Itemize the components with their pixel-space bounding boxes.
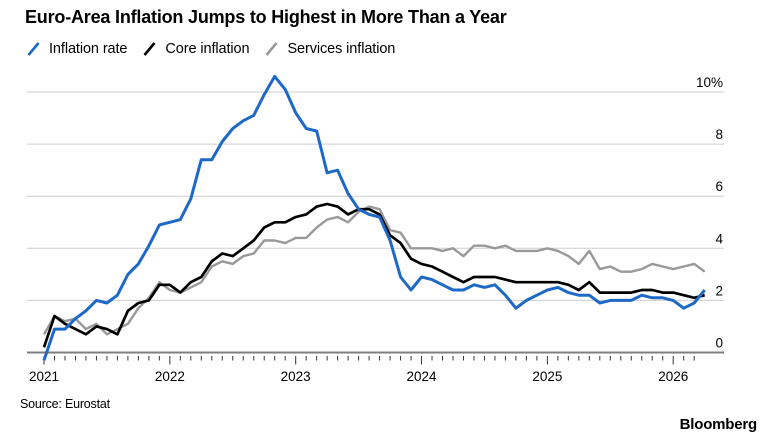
legend-label: Inflation rate	[49, 41, 128, 57]
x-axis-year-label: 2026	[658, 369, 688, 384]
y-axis-label: 0	[715, 336, 723, 351]
x-axis-year-label: 2022	[155, 369, 185, 384]
gridlines	[27, 91, 724, 354]
legend-label: Core inflation	[165, 41, 250, 57]
series-lines	[42, 74, 706, 361]
source-attribution: Source: Eurostat	[20, 397, 110, 411]
x-axis-year-label: 2021	[29, 369, 59, 384]
y-axis-label: 6	[715, 179, 723, 194]
x-axis-year-label: 2023	[281, 369, 311, 384]
legend-item-services-inflation: Services inflation	[265, 41, 395, 57]
chart-legend: Inflation rate Core inflation Services i…	[27, 41, 395, 57]
line-marker-icon	[143, 42, 156, 56]
y-axis-label: 8	[715, 127, 723, 142]
x-axis-labels: 2021 2022 2023 2024 2025 2026	[29, 369, 688, 384]
legend-item-core-inflation: Core inflation	[143, 41, 250, 57]
y-axis-label: 10%	[696, 75, 723, 90]
y-axis-label: 4	[715, 231, 723, 246]
bloomberg-logo: Bloomberg	[679, 416, 758, 433]
x-axis-ticks	[43, 356, 695, 365]
legend-item-inflation-rate: Inflation rate	[27, 41, 128, 57]
y-axis-label: 2	[715, 283, 723, 298]
line-marker-icon	[265, 42, 278, 56]
legend-label: Services inflation	[287, 41, 396, 57]
chart-title: Euro-Area Inflation Jumps to Highest in …	[25, 7, 507, 27]
series-line-inflation-rate	[42, 74, 706, 361]
series-line-core-inflation	[42, 202, 706, 348]
y-axis-labels: 0 2 4 6 8 10%	[696, 75, 724, 351]
line-marker-icon	[27, 42, 40, 56]
x-axis-year-label: 2025	[532, 369, 562, 384]
x-axis-year-label: 2024	[407, 369, 438, 384]
series-line-services-inflation	[42, 205, 706, 336]
